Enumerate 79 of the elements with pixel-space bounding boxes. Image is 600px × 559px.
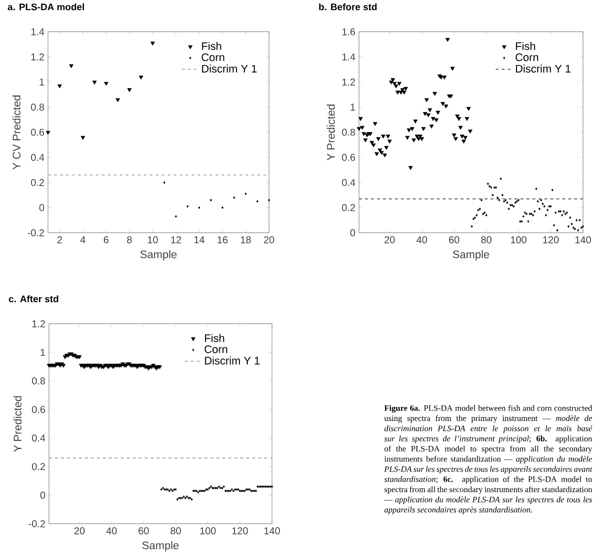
point [150, 42, 155, 46]
y-tick-label: 1 [40, 349, 46, 356]
y-axis-title: Y Predicted [326, 104, 335, 160]
legend-label: Discrim Y 1 [202, 64, 257, 73]
point [138, 76, 144, 80]
x-axis-title: Sample [452, 250, 490, 260]
x-tick-label: 12 [171, 236, 181, 244]
x-tick-label: 140 [575, 236, 591, 244]
x-axis-title: Sample [140, 250, 177, 260]
legend-label: Fish [516, 42, 536, 50]
y-tick-label: 0 [40, 492, 46, 499]
y-tick-label: 0 [350, 229, 356, 236]
y-tick-label: 0.4 [32, 434, 46, 442]
text: Figure 6a. PLS-DA model between fish and corn constructed using spectra from the primary instrument — modèle de discrimination PLS-DA entre le poisson et le maïs basé sur les spectres de l’instrument principal; 6b. application of the PLS-DA model to spectra from all the secondary instruments before standardization — application du modèle PLS-DA sur les spectres de tous les appareils secondaires avant standardisation; 6c. application of the PLS-DA model to spectra from all the secondary instruments after standardization — application du modèle PLS-DA sur les spectres de tous les appareils secondaires après standardisation. [384, 405, 593, 514]
y-tick-label: 1.6 [342, 28, 356, 36]
x-tick-label: 8 [127, 236, 132, 244]
chart-title: a. PLS-DA model [8, 3, 84, 10]
y-tick-label: 0.6 [31, 128, 44, 136]
point [46, 131, 50, 135]
point [69, 64, 74, 68]
y-axis-title: Y CV Predicted [12, 96, 20, 170]
y-tick-label: 1 [40, 78, 44, 86]
y-tick-label: 1.4 [31, 28, 44, 36]
legend-label: Fish [205, 334, 224, 342]
x-tick-label: 4 [80, 236, 86, 244]
x-tick-label: 120 [232, 527, 248, 534]
legend-label: Corn [204, 345, 228, 354]
legend-label: Fish [202, 42, 222, 50]
y-tick-label: 0.2 [342, 204, 355, 212]
legend-label: Corn [516, 54, 538, 62]
x-axis-title: Sample [142, 541, 179, 552]
x-tick-label: 60 [449, 236, 460, 244]
y-tick-label: 0.2 [32, 463, 45, 470]
x-tick-label: 16 [218, 236, 228, 244]
point [57, 84, 62, 88]
chart-title: c. After std [8, 295, 58, 302]
x-tick-label: 40 [106, 527, 117, 534]
x-tick-label: 20 [384, 236, 395, 244]
x-tick-label: 14 [194, 236, 204, 244]
legend-label: Discrim Y 1 [516, 64, 571, 73]
y-tick-label: 0.8 [31, 104, 44, 111]
x-tick-label: 80 [170, 527, 181, 534]
y-tick-label: 0.4 [342, 179, 356, 186]
x-tick-label: 40 [416, 236, 428, 244]
x-tick-label: 6 [104, 236, 108, 244]
point [104, 82, 108, 86]
x-tick-label: 20 [74, 527, 85, 534]
y-tick-label: 0.4 [31, 154, 44, 162]
x-tick-label: 10 [148, 236, 158, 244]
y-tick-label: 0.6 [32, 406, 46, 414]
y-tick-label: 0.2 [31, 179, 44, 186]
x-tick-label: 120 [543, 236, 559, 244]
y-tick-label: 0.8 [32, 377, 46, 385]
point [80, 136, 86, 140]
x-tick-label: 140 [264, 527, 280, 534]
x-tick-label: 18 [240, 236, 251, 244]
x-tick-label: 100 [200, 527, 216, 534]
y-tick-label: 1.4 [342, 54, 356, 60]
y-tick-label: 1.2 [32, 320, 45, 328]
y-tick-label: 1 [350, 104, 356, 111]
x-tick-label: 100 [511, 236, 526, 244]
legend-label: Discrim Y 1 [205, 356, 260, 365]
chart-title: b. Before std [319, 3, 377, 10]
x-tick-label: 80 [481, 236, 492, 244]
y-tick-label: -0.2 [28, 229, 44, 236]
y-tick-label: -0.2 [28, 520, 45, 528]
x-tick-label: 20 [264, 236, 274, 244]
legend-label: Corn [202, 54, 224, 62]
y-tick-label: 0.6 [342, 154, 356, 162]
point [116, 98, 120, 102]
x-tick-label: 2 [57, 236, 62, 244]
point [92, 80, 97, 85]
y-tick-label: 0 [39, 204, 44, 212]
point [127, 88, 132, 92]
y-tick-label: 0.8 [342, 128, 356, 136]
y-axis-title: Y Predicted [13, 396, 22, 452]
y-tick-label: 1.2 [31, 54, 44, 60]
x-tick-label: 60 [138, 527, 149, 534]
y-tick-label: 1.2 [342, 78, 355, 86]
